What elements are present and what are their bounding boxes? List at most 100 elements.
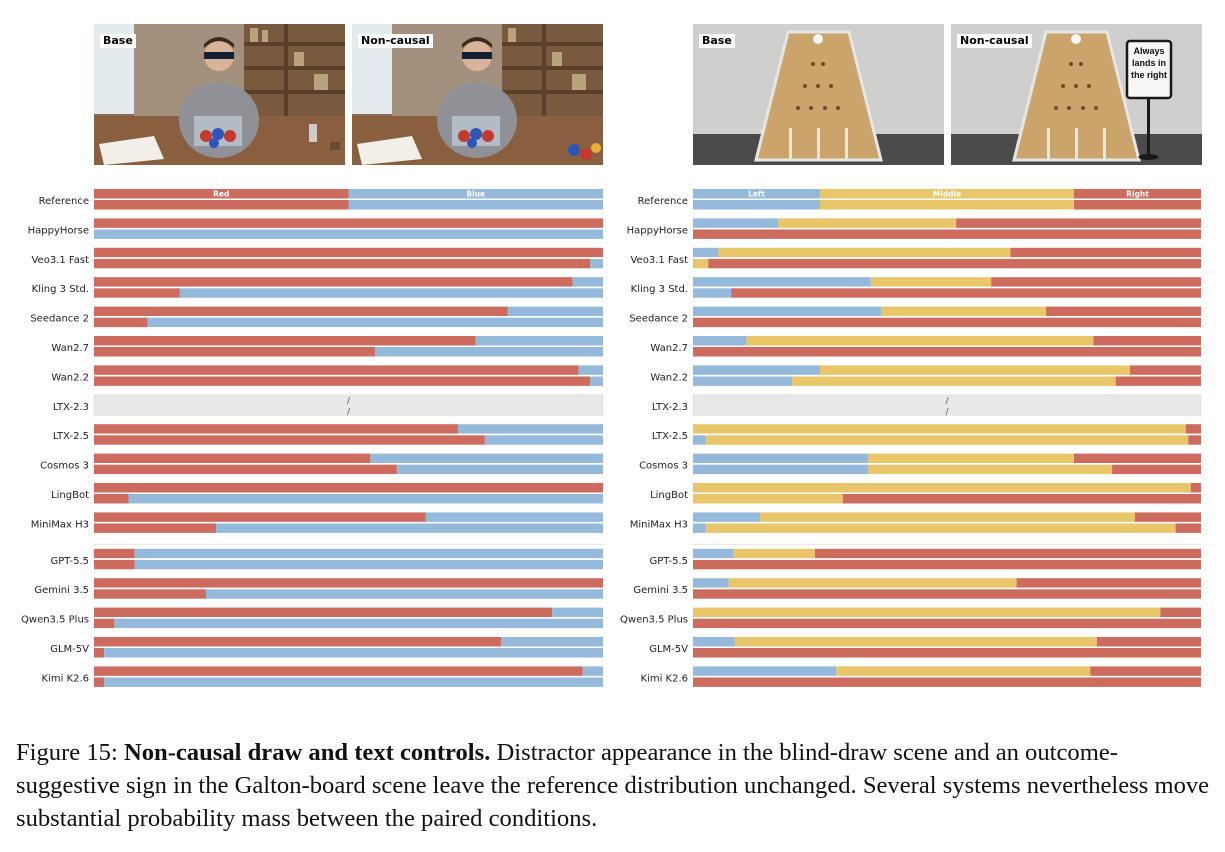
bar-segment [693,589,1201,599]
bar-segment [693,347,1201,357]
bar-segment [760,512,1135,522]
bar-separator [94,316,603,318]
bar-segment [94,424,458,434]
bar-separator [94,198,603,200]
bar-segment [94,523,217,533]
bar-segment [104,648,604,658]
bar-segment [1185,424,1201,434]
bar-segment [94,559,135,570]
bar-segment [792,376,1116,386]
bar-segment [693,607,1161,618]
row-label: GPT-5.5 [650,556,688,567]
galton-board-image: Always lands in the right [951,24,1202,165]
bar-segment [693,288,732,298]
bar-segment [94,453,371,464]
chart-galton: Reference Left Middle Right HappyHorse Veo3.1… [620,189,1202,687]
bar-segment [693,512,761,522]
bar-segment [94,189,349,199]
galton-board-image [693,24,944,165]
row-label: GLM-5V [50,644,89,655]
category-header: Right [1126,190,1149,199]
bar-separator [94,521,603,524]
bar-segment [693,677,1201,687]
bar-segment [705,435,1189,445]
bar-separator [693,198,1201,200]
row-label: Kimi K2.6 [42,673,90,684]
bar-segment [693,218,779,228]
bar-segment [94,548,135,559]
bar-segment [134,548,603,559]
caption-title: Non-causal draw and text controls. [123,739,491,766]
row-label: Wan2.7 [51,343,89,354]
bar-segment [457,424,603,434]
bar-segment [1016,578,1201,588]
row-label: Gemini 3.5 [633,585,688,596]
bar-segment [746,336,1094,346]
bar-segment [348,189,603,199]
bar-separator [693,257,1201,259]
bar-segment [552,607,603,618]
row-label: Cosmos 3 [639,461,688,472]
row-label: Reference [39,196,89,207]
figure-caption: Figure 15: Non-causal draw and text cont… [16,736,1211,835]
bar-segment [94,347,375,357]
bar-segment [572,277,603,287]
row-label: Wan2.2 [650,372,688,383]
bar-separator [94,433,603,436]
category-header: Left [748,190,765,199]
chart-draw: Reference Red Blue HappyHorse Veo3.1 Fast Kli… [21,189,604,687]
bar-segment [1112,464,1201,475]
bar-segment [94,648,105,658]
bar-segment [425,512,603,522]
group-divider [693,543,1201,545]
bar-segment [693,523,706,533]
bar-segment [870,277,992,287]
group-divider [94,543,603,545]
bar-segment [778,218,957,228]
row-label: Reference [638,196,688,207]
bar-separator [94,558,603,560]
bar-segment [94,677,105,687]
bar-separator [94,257,603,259]
bar-segment [880,306,1047,317]
bar-segment [94,365,579,375]
bar-segment [1096,637,1201,647]
bar-separator [693,433,1201,436]
bar-segment [94,637,502,647]
bar-separator [693,521,1201,524]
bar-segment [475,336,603,346]
na-marker: / [347,407,351,417]
category-header: Blue [466,190,485,199]
photo-label: Non-causal [957,34,1032,48]
na-bar [692,394,1202,405]
bar-separator [693,286,1201,289]
bar-segment [94,229,603,239]
bar-segment [94,200,349,210]
bar-segment [128,494,603,504]
row-label: GPT-5.5 [51,556,89,567]
photo-draw-noncausal: Non-causal [352,24,603,165]
row-label: Qwen3.5 Plus [21,615,89,626]
bar-separator [693,617,1201,619]
bar-segment [693,200,820,210]
bar-segment [94,483,603,493]
bar-segment [705,523,1176,533]
bar-segment [94,512,426,522]
bar-separator [94,374,603,377]
na-bar [692,405,1202,416]
row-label: Cosmos 3 [40,461,89,472]
bar-segment [94,336,476,346]
bar-segment [820,365,1130,375]
bar-segment [693,435,706,445]
bar-separator [693,374,1201,377]
na-marker: / [945,407,949,417]
na-bar [93,405,604,416]
photo-galton-noncausal: Always lands in the right Non-causal [951,24,1202,165]
row-label: Veo3.1 Fast [630,255,688,266]
bar-separator [94,227,603,230]
bar-segment [956,218,1201,228]
bar-separator [693,316,1201,318]
bar-segment [708,258,1201,269]
bar-separator [693,463,1201,465]
bar-segment [842,494,1201,504]
